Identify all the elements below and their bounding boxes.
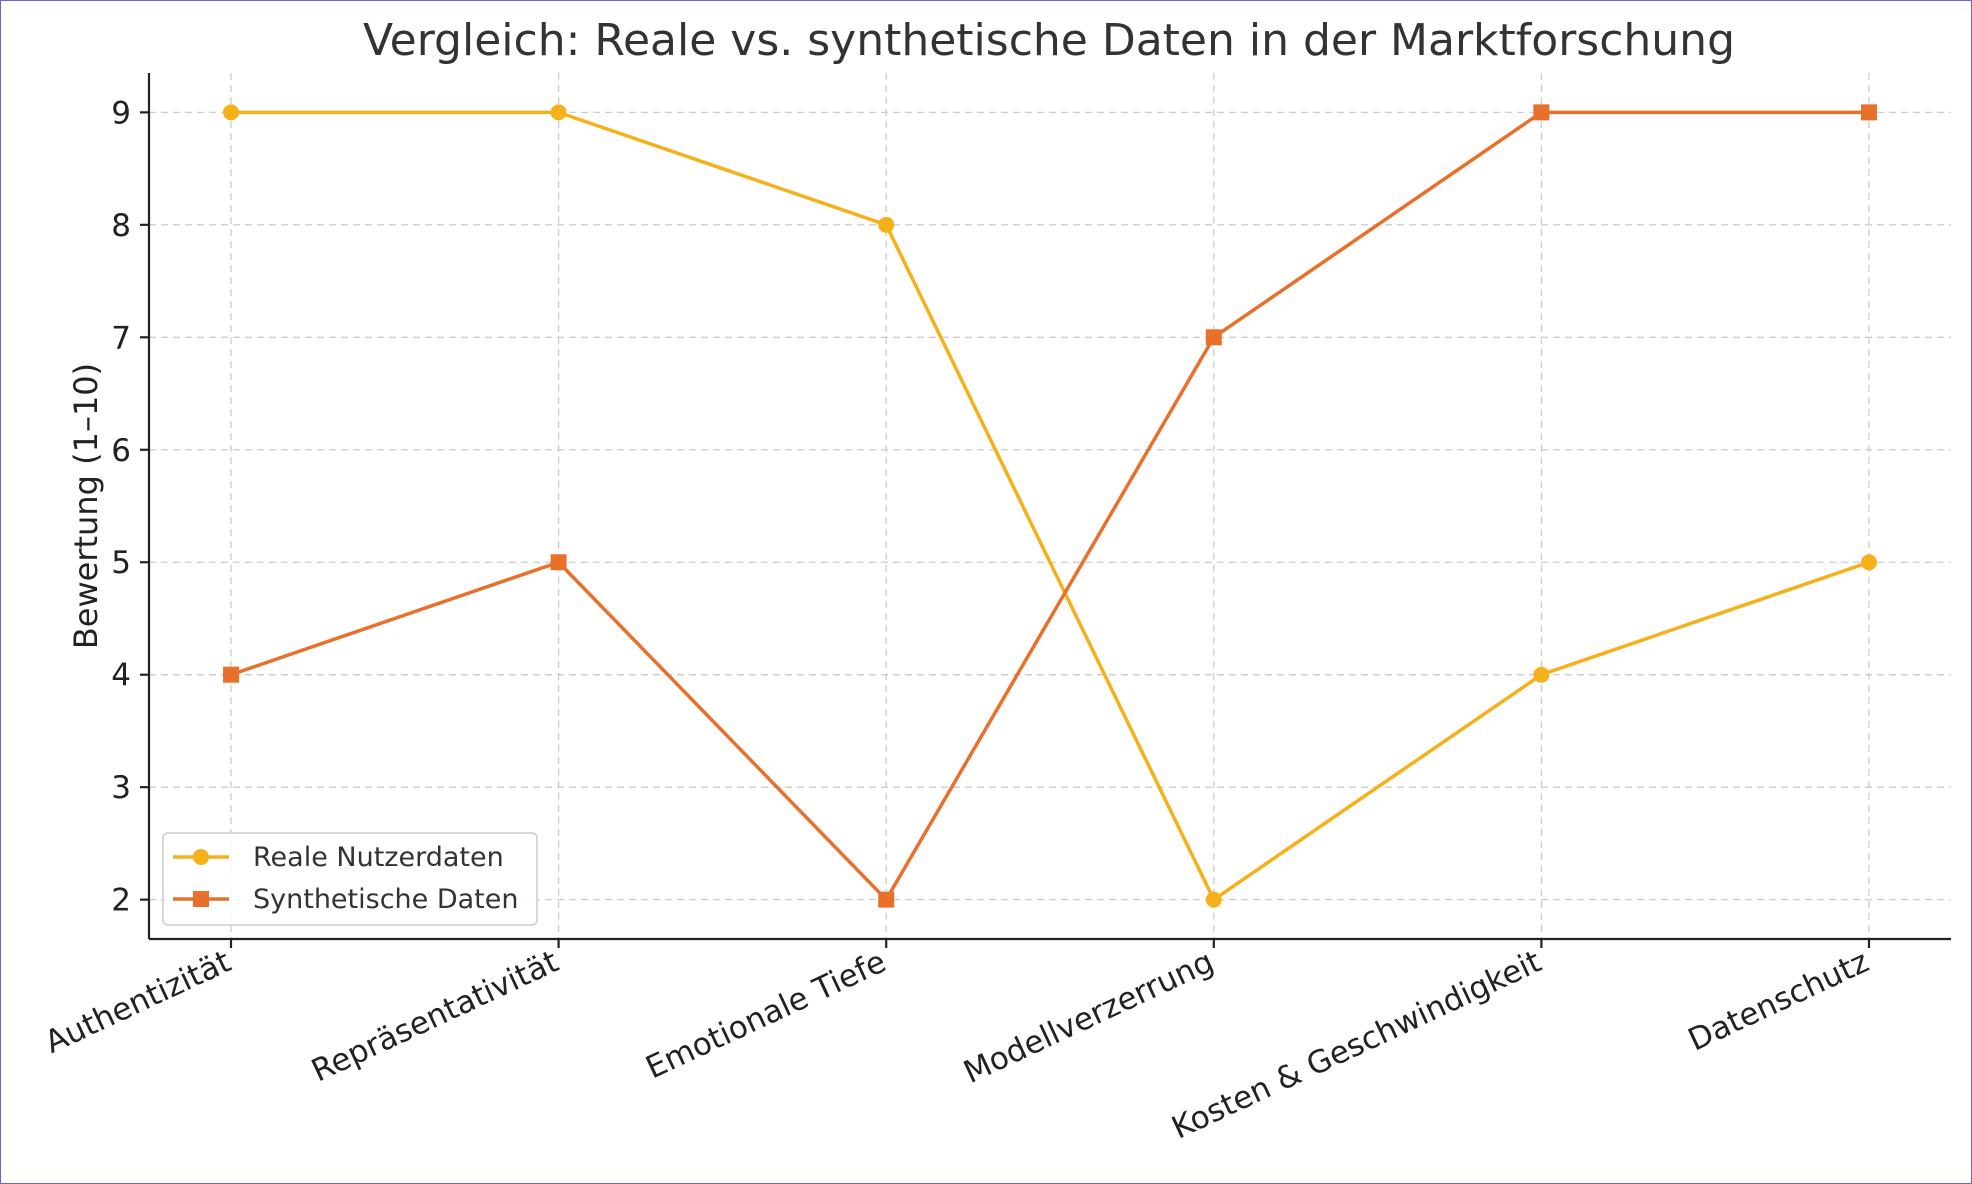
y-tick-label: 6: [111, 433, 131, 469]
series-line: [230, 110, 1869, 902]
legend-box: [162, 832, 538, 926]
y-axis-label: Bewertung (1–10): [67, 363, 105, 649]
grid-lines: [149, 73, 1951, 939]
chart-title: Vergleich: Reale vs. synthetische Daten …: [363, 15, 1735, 66]
legend-marker: [193, 891, 209, 907]
data-point: [223, 666, 239, 683]
axes: 2 3 4 5 6 7 8 9 Authentizität Repräsentativität Em…: [40, 73, 1951, 1147]
data-point: [550, 554, 567, 571]
y-tick-label: 9: [111, 95, 131, 131]
legend-label: Reale Nutzerdaten: [253, 842, 504, 873]
legend: Reale Nutzerdaten Synthetische Daten: [162, 832, 538, 926]
data-point: [223, 104, 239, 121]
data-point: [878, 891, 895, 908]
y-tick-label: 7: [111, 320, 131, 356]
data-point: [1205, 891, 1222, 908]
x-tick-label: Modellverzerrung: [958, 944, 1219, 1091]
y-tick-label: 8: [111, 208, 131, 244]
legend-item: Synthetische Daten: [173, 884, 519, 915]
series-2: [223, 104, 1877, 908]
data-point: [1861, 554, 1877, 571]
y-tick-label: 5: [111, 545, 131, 581]
legend-marker: [193, 849, 209, 865]
legend-item: Reale Nutzerdaten: [173, 842, 504, 873]
series-1: [223, 104, 1877, 908]
data-point: [1861, 104, 1877, 121]
x-tick-label: Emotionale Tiefe: [640, 944, 891, 1087]
data-point: [550, 104, 567, 121]
y-tick-label: 4: [111, 658, 131, 694]
legend-label: Synthetische Daten: [253, 884, 519, 915]
x-tick-label: Authentizität: [40, 944, 237, 1061]
x-tick-label: Repräsentativität: [306, 944, 564, 1090]
series-line: [231, 110, 1870, 902]
series-lines: [223, 104, 1877, 908]
x-tick-label: Datenschutz: [1683, 944, 1875, 1059]
data-point: [878, 216, 895, 233]
x-tick-label: Kosten & Geschwindigkeit: [1166, 944, 1546, 1147]
y-tick-label: 3: [111, 770, 131, 806]
data-point: [1533, 666, 1550, 683]
y-tick-label: 2: [111, 883, 131, 919]
data-point: [1533, 104, 1550, 121]
data-point: [1205, 329, 1222, 346]
